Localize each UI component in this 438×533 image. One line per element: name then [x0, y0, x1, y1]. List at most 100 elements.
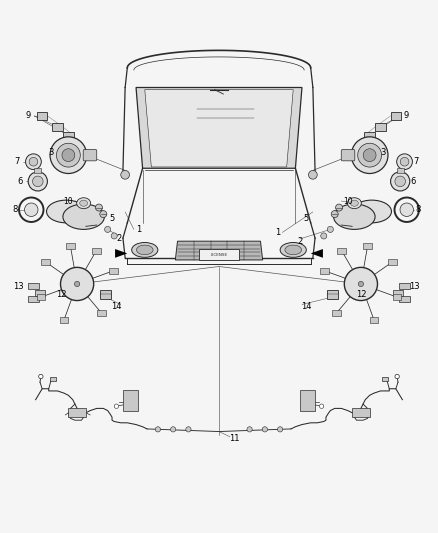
FancyBboxPatch shape — [364, 132, 375, 140]
Text: 8: 8 — [12, 205, 18, 214]
Text: 2: 2 — [116, 233, 121, 243]
FancyBboxPatch shape — [37, 112, 47, 120]
FancyBboxPatch shape — [388, 259, 397, 265]
Circle shape — [155, 427, 160, 432]
FancyBboxPatch shape — [397, 168, 404, 173]
Ellipse shape — [63, 204, 104, 229]
Circle shape — [95, 204, 102, 211]
Circle shape — [351, 137, 388, 174]
Ellipse shape — [285, 245, 301, 255]
Circle shape — [400, 203, 413, 216]
FancyBboxPatch shape — [92, 248, 101, 254]
Circle shape — [25, 154, 41, 169]
Circle shape — [395, 374, 399, 379]
Ellipse shape — [334, 204, 375, 229]
Text: 3: 3 — [48, 149, 53, 157]
Circle shape — [278, 427, 283, 432]
Circle shape — [74, 281, 80, 287]
FancyBboxPatch shape — [341, 149, 355, 161]
FancyBboxPatch shape — [60, 317, 68, 323]
Text: 13: 13 — [409, 281, 420, 290]
Circle shape — [57, 143, 80, 167]
FancyBboxPatch shape — [363, 243, 372, 249]
FancyBboxPatch shape — [66, 243, 75, 249]
Polygon shape — [311, 249, 323, 258]
Circle shape — [100, 211, 107, 217]
Text: 8: 8 — [416, 205, 421, 214]
FancyBboxPatch shape — [337, 248, 346, 254]
Text: 7: 7 — [413, 157, 419, 166]
Circle shape — [321, 233, 327, 239]
Text: 5: 5 — [110, 214, 115, 223]
FancyBboxPatch shape — [332, 310, 341, 317]
Circle shape — [262, 427, 268, 432]
Text: 14: 14 — [111, 302, 122, 311]
Circle shape — [308, 171, 317, 179]
FancyBboxPatch shape — [41, 259, 50, 265]
Circle shape — [62, 149, 75, 161]
Text: 6: 6 — [410, 177, 416, 186]
Circle shape — [400, 157, 409, 166]
Text: 1: 1 — [136, 225, 141, 234]
Text: 14: 14 — [301, 302, 311, 311]
FancyBboxPatch shape — [63, 132, 74, 140]
Ellipse shape — [80, 200, 88, 206]
Circle shape — [395, 176, 406, 187]
FancyBboxPatch shape — [327, 289, 338, 299]
Ellipse shape — [350, 200, 358, 206]
Ellipse shape — [347, 198, 361, 208]
Circle shape — [358, 143, 381, 167]
Text: 6: 6 — [18, 177, 23, 186]
FancyBboxPatch shape — [35, 289, 45, 296]
Circle shape — [28, 172, 47, 191]
Ellipse shape — [280, 243, 306, 257]
Circle shape — [25, 203, 38, 216]
Text: 5: 5 — [304, 214, 309, 223]
Circle shape — [105, 227, 111, 232]
FancyBboxPatch shape — [370, 317, 378, 323]
FancyBboxPatch shape — [97, 310, 106, 317]
Circle shape — [114, 404, 119, 408]
Text: 2: 2 — [297, 237, 302, 246]
FancyBboxPatch shape — [37, 294, 46, 300]
Circle shape — [121, 171, 130, 179]
Polygon shape — [115, 249, 127, 258]
FancyBboxPatch shape — [100, 289, 111, 299]
Text: 11: 11 — [229, 434, 240, 443]
Circle shape — [363, 149, 376, 161]
FancyBboxPatch shape — [28, 283, 39, 289]
Circle shape — [336, 204, 343, 211]
FancyBboxPatch shape — [199, 249, 239, 260]
Text: 7: 7 — [14, 157, 20, 166]
Polygon shape — [136, 87, 302, 168]
Circle shape — [397, 154, 413, 169]
Text: 9: 9 — [25, 111, 30, 120]
Circle shape — [331, 211, 338, 217]
FancyBboxPatch shape — [321, 268, 329, 274]
Circle shape — [60, 268, 94, 301]
Polygon shape — [145, 90, 293, 167]
Text: 10: 10 — [64, 197, 73, 206]
FancyBboxPatch shape — [83, 149, 97, 161]
FancyBboxPatch shape — [391, 112, 401, 120]
Circle shape — [391, 172, 410, 191]
Circle shape — [29, 157, 38, 166]
FancyBboxPatch shape — [28, 296, 39, 302]
FancyBboxPatch shape — [49, 376, 56, 381]
Ellipse shape — [352, 200, 392, 223]
Circle shape — [186, 427, 191, 432]
Ellipse shape — [137, 245, 153, 255]
Ellipse shape — [46, 200, 86, 223]
Circle shape — [247, 427, 252, 432]
Ellipse shape — [77, 198, 91, 208]
FancyBboxPatch shape — [399, 296, 410, 302]
FancyBboxPatch shape — [52, 123, 63, 131]
FancyBboxPatch shape — [392, 294, 401, 300]
Circle shape — [327, 227, 333, 232]
Circle shape — [170, 427, 176, 432]
FancyBboxPatch shape — [399, 283, 410, 289]
Circle shape — [344, 268, 378, 301]
Text: 12: 12 — [356, 290, 366, 300]
Circle shape — [39, 374, 43, 379]
Text: 1: 1 — [276, 228, 281, 237]
